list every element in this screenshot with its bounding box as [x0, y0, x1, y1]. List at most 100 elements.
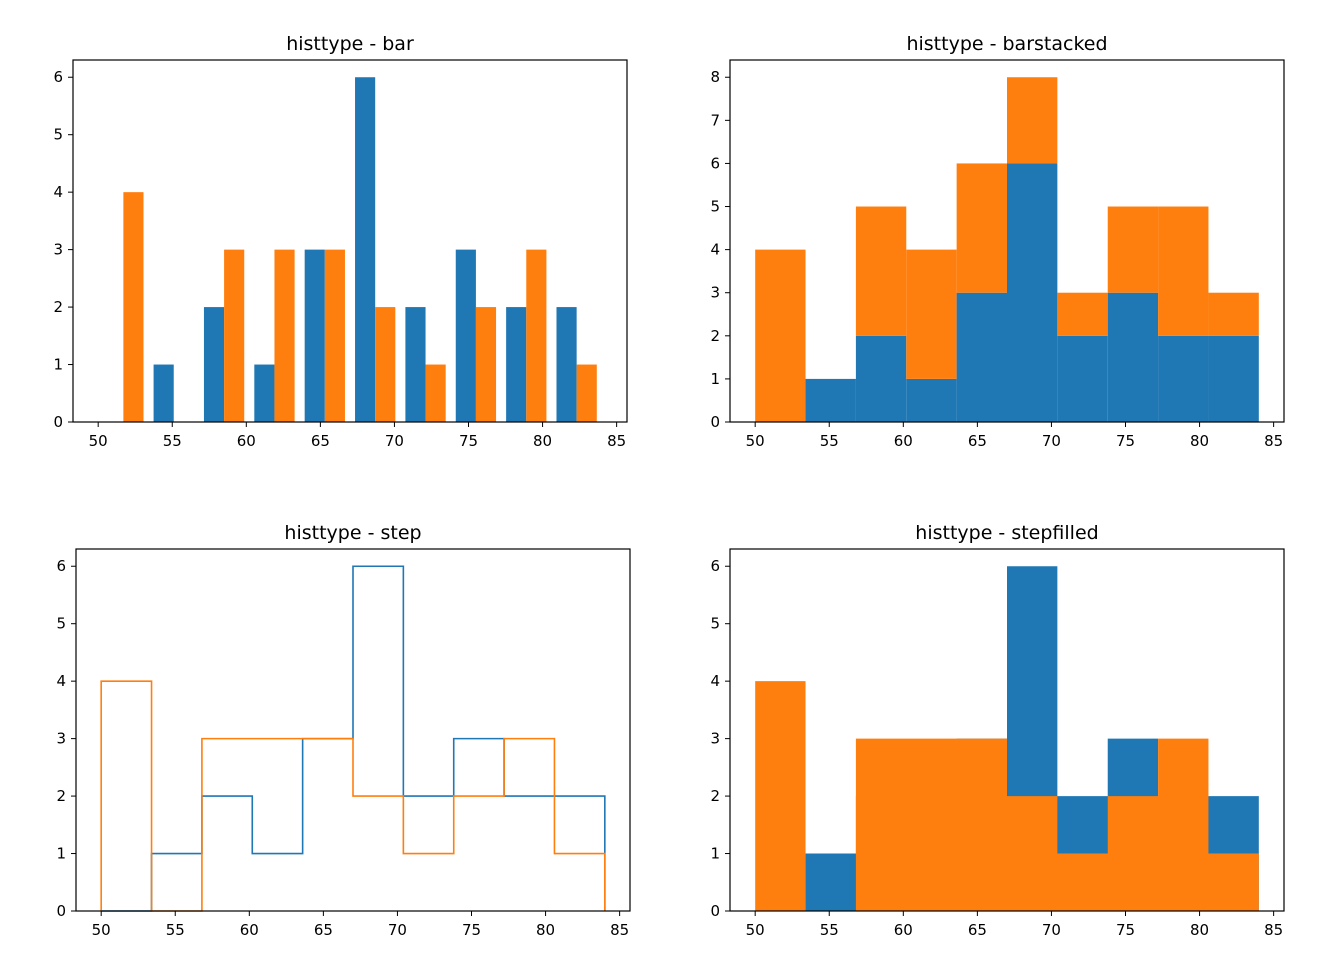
x-tick-label: 55 [163, 432, 182, 450]
x-tick-label: 50 [89, 432, 108, 450]
y-tick-label: 0 [710, 413, 720, 431]
x-tick-label: 60 [894, 432, 913, 450]
bar-series1-bin5 [355, 77, 376, 422]
x-tick-label: 65 [968, 921, 987, 939]
x-tick-label: 55 [166, 921, 185, 939]
bar-series2-bin6 [425, 364, 446, 422]
axes-frame [729, 548, 1285, 912]
bar-series1-bin8 [1158, 335, 1209, 422]
y-tick-label: 2 [710, 787, 720, 805]
bar-series1-bin4 [304, 249, 325, 422]
y-tick-label: 6 [710, 154, 720, 172]
bar-series2-bin2 [224, 249, 245, 422]
bar-series2-bin8 [1158, 206, 1209, 336]
y-tick-label: 8 [710, 68, 720, 86]
bar-series1-bin4 [956, 292, 1007, 422]
bar-series2-bin9 [1208, 292, 1259, 336]
bar-series2-bin2 [855, 206, 907, 336]
x-tick-label: 85 [1264, 432, 1283, 450]
x-tick-label: 75 [1116, 921, 1135, 939]
bar-series1-bin9 [556, 307, 577, 422]
bar-series2-bin5 [1007, 77, 1058, 164]
y-tick-label: 3 [53, 241, 63, 259]
y-tick-label: 0 [56, 902, 66, 920]
x-tick-label: 70 [1042, 432, 1061, 450]
y-tick-label: 5 [710, 198, 720, 216]
bar-series1-bin3 [906, 378, 957, 422]
axes-frame [72, 59, 628, 423]
y-tick-label: 0 [710, 902, 720, 920]
x-tick-label: 70 [385, 432, 404, 450]
y-tick-label: 1 [710, 845, 720, 863]
bar-series1-bin7 [455, 249, 476, 422]
y-tick-label: 1 [710, 370, 720, 388]
x-tick-label: 75 [1116, 432, 1135, 450]
y-tick-label: 1 [56, 845, 66, 863]
bar-series2-bin8 [526, 249, 547, 422]
bar-series2-bin3 [906, 249, 957, 379]
y-tick-label: 6 [53, 68, 63, 86]
bar-series2-bin0 [755, 249, 806, 422]
panel-histtype-bar: histtype - bar 50 55 60 65 70 75 80 85 0 1 2 3 4 5 6 [53, 33, 628, 450]
x-tick-label: 65 [968, 432, 987, 450]
chart-title: histtype - step [284, 522, 421, 544]
bar-series2-bin4 [956, 163, 1007, 293]
y-tick-label: 4 [53, 183, 63, 201]
y-tick-label: 6 [56, 557, 66, 575]
bar-series1-bin9 [1208, 335, 1259, 422]
x-tick-label: 85 [607, 432, 626, 450]
bar-series1-bin6 [405, 307, 426, 422]
bar-series1-bin5 [1007, 163, 1058, 422]
y-tick-label: 4 [710, 672, 720, 690]
x-tick-label: 75 [462, 921, 481, 939]
axes-frame [729, 59, 1285, 423]
stepfilled-area-series2 [755, 681, 1259, 911]
x-tick-label: 55 [820, 921, 839, 939]
chart-title: histtype - barstacked [906, 33, 1107, 55]
y-tick-label: 3 [56, 730, 66, 748]
y-tick-label: 6 [710, 557, 720, 575]
bar-series1-bin1 [153, 364, 174, 422]
y-tick-label: 3 [710, 730, 720, 748]
bar-series2-bin7 [475, 307, 497, 422]
x-tick-label: 80 [1190, 432, 1209, 450]
x-tick-label: 70 [388, 921, 407, 939]
bar-series2-bin0 [123, 192, 144, 422]
bar-series1-bin3 [254, 364, 275, 422]
x-tick-label: 65 [314, 921, 333, 939]
y-tick-label: 7 [710, 111, 720, 129]
x-tick-label: 85 [610, 921, 629, 939]
y-tick-label: 5 [710, 615, 720, 633]
y-tick-label: 4 [56, 672, 66, 690]
x-tick-label: 80 [536, 921, 555, 939]
x-tick-label: 80 [533, 432, 552, 450]
y-tick-label: 0 [53, 413, 63, 431]
x-tick-label: 70 [1042, 921, 1061, 939]
y-tick-label: 1 [53, 356, 63, 374]
bar-series2-bin7 [1107, 206, 1159, 293]
bar-series2-bin6 [1057, 292, 1108, 336]
bar-series2-bin3 [274, 249, 295, 422]
bar-series1-bin7 [1107, 292, 1159, 422]
bar-series2-bin5 [375, 307, 396, 422]
bar-series2-bin4 [324, 249, 345, 422]
y-tick-label: 2 [710, 327, 720, 345]
y-tick-label: 5 [53, 126, 63, 144]
x-tick-label: 50 [746, 921, 765, 939]
x-tick-label: 60 [894, 921, 913, 939]
x-tick-label: 60 [240, 921, 259, 939]
x-tick-label: 85 [1264, 921, 1283, 939]
chart-title: histtype - bar [286, 33, 414, 55]
bar-series1-bin8 [506, 307, 527, 422]
y-tick-label: 2 [53, 298, 63, 316]
x-tick-label: 80 [1190, 921, 1209, 939]
bar-series1-bin2 [855, 335, 907, 422]
x-tick-label: 50 [746, 432, 765, 450]
panel-histtype-step: histtype - step 50 55 60 65 70 75 80 85 0 1 2 3 4 5 6 [56, 522, 631, 939]
axes-frame [75, 548, 631, 912]
chart-title: histtype - stepfilled [915, 522, 1098, 544]
x-tick-label: 55 [820, 432, 839, 450]
